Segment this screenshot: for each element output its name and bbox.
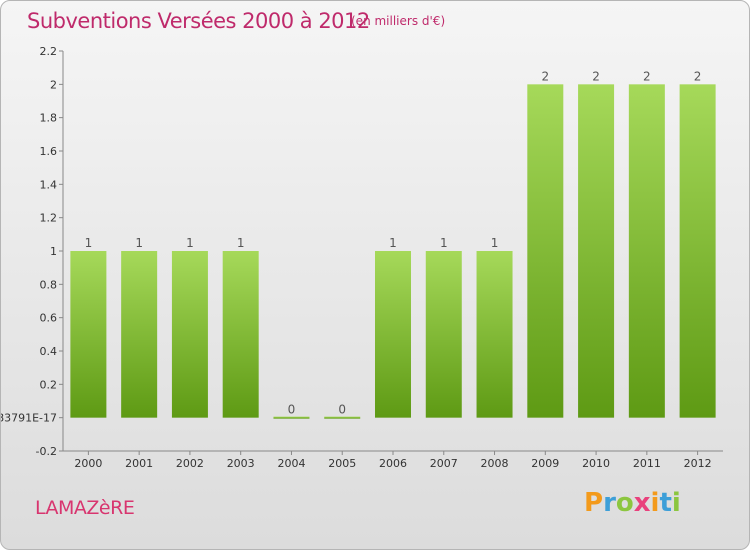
x-tick-label: 2007 bbox=[430, 457, 458, 470]
y-tick-label: 0.6 bbox=[40, 312, 58, 325]
bar bbox=[324, 416, 361, 419]
logo-letter: r bbox=[603, 488, 616, 518]
x-tick-label: 2003 bbox=[227, 457, 255, 470]
data-label: 1 bbox=[186, 236, 194, 250]
data-label: 2 bbox=[643, 69, 651, 83]
bar bbox=[171, 251, 208, 418]
chart-unit-label: (en milliers d'€) bbox=[351, 14, 446, 28]
x-tick-label: 2001 bbox=[125, 457, 153, 470]
logo-letter: x bbox=[633, 488, 651, 518]
bar bbox=[628, 84, 665, 418]
x-tick-label: 2000 bbox=[74, 457, 102, 470]
logo-letter: P bbox=[584, 488, 604, 518]
x-tick-label: 2009 bbox=[531, 457, 559, 470]
data-label: 0 bbox=[288, 403, 296, 417]
data-label: 1 bbox=[491, 236, 499, 250]
logo-letter: i bbox=[671, 488, 681, 518]
commune-name: LAMAZèRE bbox=[35, 497, 135, 519]
logo-letter: o bbox=[615, 488, 634, 518]
bar bbox=[375, 251, 411, 418]
data-label: 2 bbox=[592, 69, 600, 83]
y-tick-label: 1 bbox=[50, 245, 57, 258]
bar bbox=[70, 251, 107, 418]
data-label: 0 bbox=[338, 403, 346, 417]
bar bbox=[578, 84, 615, 418]
bar bbox=[222, 251, 259, 418]
bar bbox=[679, 84, 716, 418]
bar bbox=[476, 251, 513, 418]
data-label: 1 bbox=[237, 236, 245, 250]
logo-letter: t bbox=[659, 488, 672, 518]
y-tick-label: 1.8 bbox=[40, 112, 58, 125]
y-tick-label: 1.4 bbox=[40, 178, 58, 191]
x-tick-label: 2002 bbox=[176, 457, 204, 470]
y-tick-label: 0.2 bbox=[40, 378, 58, 391]
bar bbox=[121, 251, 158, 418]
x-tick-label: 2011 bbox=[633, 457, 661, 470]
logo-letter: i bbox=[650, 488, 660, 518]
y-tick-label: 0.8 bbox=[40, 278, 58, 291]
x-tick-label: 2012 bbox=[684, 457, 712, 470]
x-tick-label: 2004 bbox=[277, 457, 305, 470]
y-tick-label: 2.2 bbox=[40, 45, 58, 58]
data-label: 2 bbox=[694, 69, 702, 83]
data-label: 1 bbox=[85, 236, 93, 250]
y-tick-label: 1.2 bbox=[40, 212, 58, 225]
x-tick-label: 2005 bbox=[328, 457, 356, 470]
x-tick-label: 2010 bbox=[582, 457, 610, 470]
bar bbox=[425, 251, 462, 418]
y-tick-label: 1.6 bbox=[40, 145, 58, 158]
y-tick-label: 2 bbox=[50, 78, 57, 91]
data-label: 2 bbox=[541, 69, 549, 83]
x-tick-label: 2008 bbox=[481, 457, 509, 470]
bar bbox=[273, 416, 310, 419]
data-label: 1 bbox=[135, 236, 143, 250]
data-label: 1 bbox=[440, 236, 448, 250]
chart-title: Subventions Versées 2000 à 2012 bbox=[27, 9, 370, 33]
y-tick-label: -0.2 bbox=[36, 445, 57, 458]
proxiti-logo: Proxiti bbox=[584, 488, 681, 518]
x-tick-label: 2006 bbox=[379, 457, 407, 470]
bar bbox=[527, 84, 564, 418]
y-tick-label: 0.4 bbox=[40, 345, 58, 358]
y-tick-label: -1.5612511283791E-17 bbox=[1, 412, 57, 425]
data-label: 1 bbox=[389, 236, 397, 250]
